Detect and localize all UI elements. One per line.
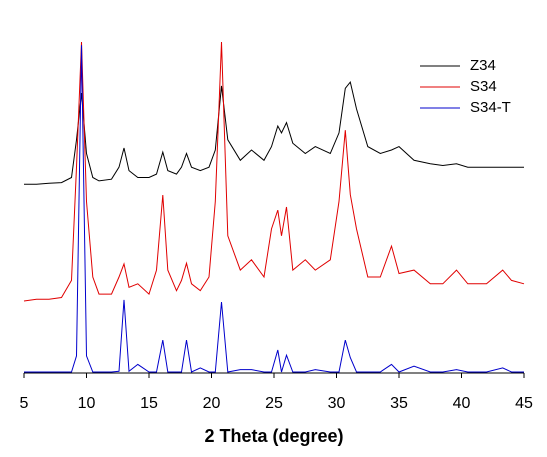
x-tick-label: 35	[390, 395, 408, 412]
series-line	[24, 80, 524, 185]
x-tick-label: 25	[265, 395, 283, 412]
x-tick-label: 30	[328, 395, 346, 412]
x-tick-label: 45	[515, 395, 533, 412]
x-tick-label: 20	[203, 395, 221, 412]
series-line	[23, 41, 525, 302]
series-line	[24, 45, 524, 373]
x-tick-label: 40	[453, 395, 471, 412]
legend-label: S34	[470, 78, 497, 95]
x-tick-label: 5	[20, 395, 29, 412]
x-tick-label: 15	[140, 395, 158, 412]
legend-label: Z34	[470, 57, 496, 74]
x-axis-title: 2 Theta (degree)	[204, 426, 343, 446]
legend-label: S34-T	[470, 99, 511, 116]
x-tick-label: 10	[78, 395, 96, 412]
